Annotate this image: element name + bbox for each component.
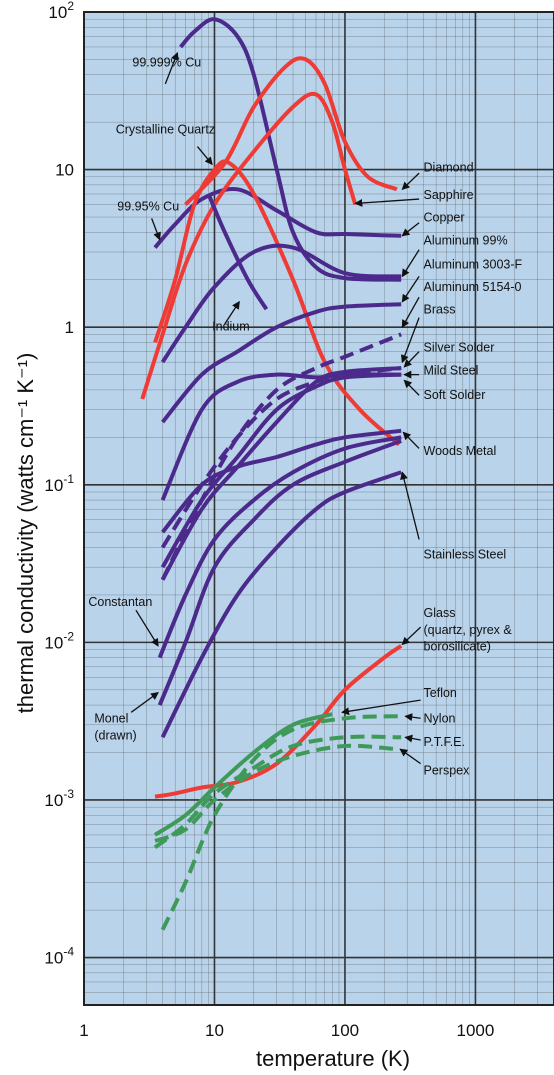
annotation-label: Glass (quartz, pyrex & borosilicate): [424, 606, 513, 654]
series-line-sapphire: [140, 91, 358, 400]
annotation-arrow: [341, 699, 421, 716]
annotation-arrow: [130, 692, 159, 713]
series-line-stainless-steel: [160, 470, 402, 739]
annotation-label: Sapphire: [424, 188, 474, 202]
series-line-aluminum-3003-f: [161, 302, 402, 424]
x-tick-label: 1000: [457, 1021, 495, 1040]
annotation-arrow: [164, 51, 179, 85]
series-line-mild-steel: [160, 372, 402, 569]
annotation-label: Indium: [212, 320, 250, 334]
x-tick-labels: 1 10 100 1000: [79, 1021, 494, 1040]
annotation-label: 99.999% Cu: [132, 56, 201, 70]
annotation-arrow: [401, 249, 420, 278]
y-tick-label: 102: [48, 0, 74, 22]
annotation-label: Perspex: [424, 764, 471, 778]
annotation-label: Brass: [424, 303, 456, 317]
y-tick-labels: 102 10 1 10-1 10-2 10-3 10-4: [44, 0, 74, 968]
series-line-monel-drawn: [157, 439, 402, 706]
series-line-p-t-f-e: [153, 734, 402, 850]
series-line-woods-metal: [161, 428, 402, 534]
annotation-arrow: [354, 198, 420, 207]
annotation-label: Silver Solder: [424, 341, 495, 355]
annotation-arrow: [404, 713, 421, 722]
annotation-label: Constantan: [88, 595, 152, 609]
annotation-arrow: [401, 172, 420, 190]
y-axis-label: thermal conductivity (watts cm⁻¹ K⁻¹): [13, 353, 38, 714]
annotation-arrow: [399, 748, 421, 765]
annotation-arrow: [402, 431, 420, 449]
annotation-label: 99.95% Cu: [117, 200, 179, 214]
series-line-brass: [160, 366, 402, 581]
series-line-constantan: [157, 435, 402, 659]
annotation-arrow: [151, 218, 161, 241]
annotation-layer: 99.999% Cu Crystalline Quartz 99.95% Cu Ind…: [88, 51, 523, 778]
annotation-label: Teflon: [424, 686, 457, 700]
series-layer: [140, 17, 403, 931]
series-line-diamond: [184, 56, 398, 206]
x-axis-label: temperature (K): [256, 1046, 410, 1071]
y-tick-label: 10-1: [44, 472, 74, 495]
series-line-indium: [206, 193, 269, 311]
y-tick-label: 10-2: [44, 629, 74, 652]
annotation-label: Copper: [424, 210, 465, 224]
annotation-arrow: [135, 609, 159, 647]
x-tick-label: 1: [79, 1021, 88, 1040]
series-line-nylon: [160, 714, 402, 931]
annotation-label: Aluminum 3003-F: [424, 258, 523, 272]
x-tick-label: 100: [331, 1021, 359, 1040]
series-line-99-999-cu: [179, 17, 402, 282]
annotation-label: Monel (drawn): [94, 712, 136, 743]
annotation-label: Woods Metal: [424, 444, 497, 458]
annotation-label: Aluminum 5154-0: [424, 280, 522, 294]
annotation-arrow: [401, 317, 420, 364]
y-tick-label: 10-3: [44, 787, 74, 810]
annotation-arrow: [404, 734, 421, 743]
annotation-arrow: [401, 296, 420, 329]
y-tick-label: 10: [55, 161, 74, 180]
annotation-arrow: [400, 471, 420, 540]
series-line-crystalline-quartz: [153, 159, 401, 447]
annotation-arrow: [224, 300, 240, 325]
annotation-label: Nylon: [424, 712, 456, 726]
annotation-arrow: [403, 351, 420, 368]
annotation-label: Aluminum 99%: [424, 233, 508, 247]
annotation-arrow: [401, 276, 420, 303]
annotation-arrow: [196, 146, 213, 166]
series-line-aluminum-99: [160, 243, 402, 364]
plot-frame: [83, 11, 554, 1006]
y-tick-label: 1: [65, 318, 74, 337]
annotation-label: P.T.F.E.: [424, 735, 465, 749]
series-line-teflon: [153, 712, 333, 837]
series-line-glass-quartz-pyrex-borosilicate: [154, 644, 403, 799]
series-line-soft-solder: [160, 372, 402, 501]
annotation-label: Mild Steel: [424, 364, 479, 378]
annotation-arrow: [401, 626, 422, 646]
annotation-label: Crystalline Quartz: [116, 122, 215, 136]
annotation-label: Soft Solder: [424, 388, 486, 402]
annotation-arrow: [403, 379, 420, 396]
series-line-perspex: [154, 743, 398, 843]
y-tick-label: 10-4: [44, 945, 74, 968]
annotation-label: Stainless Steel: [424, 548, 507, 562]
x-tick-label: 10: [205, 1021, 224, 1040]
annotation-label: Diamond: [424, 161, 474, 175]
annotation-arrow: [401, 222, 420, 237]
